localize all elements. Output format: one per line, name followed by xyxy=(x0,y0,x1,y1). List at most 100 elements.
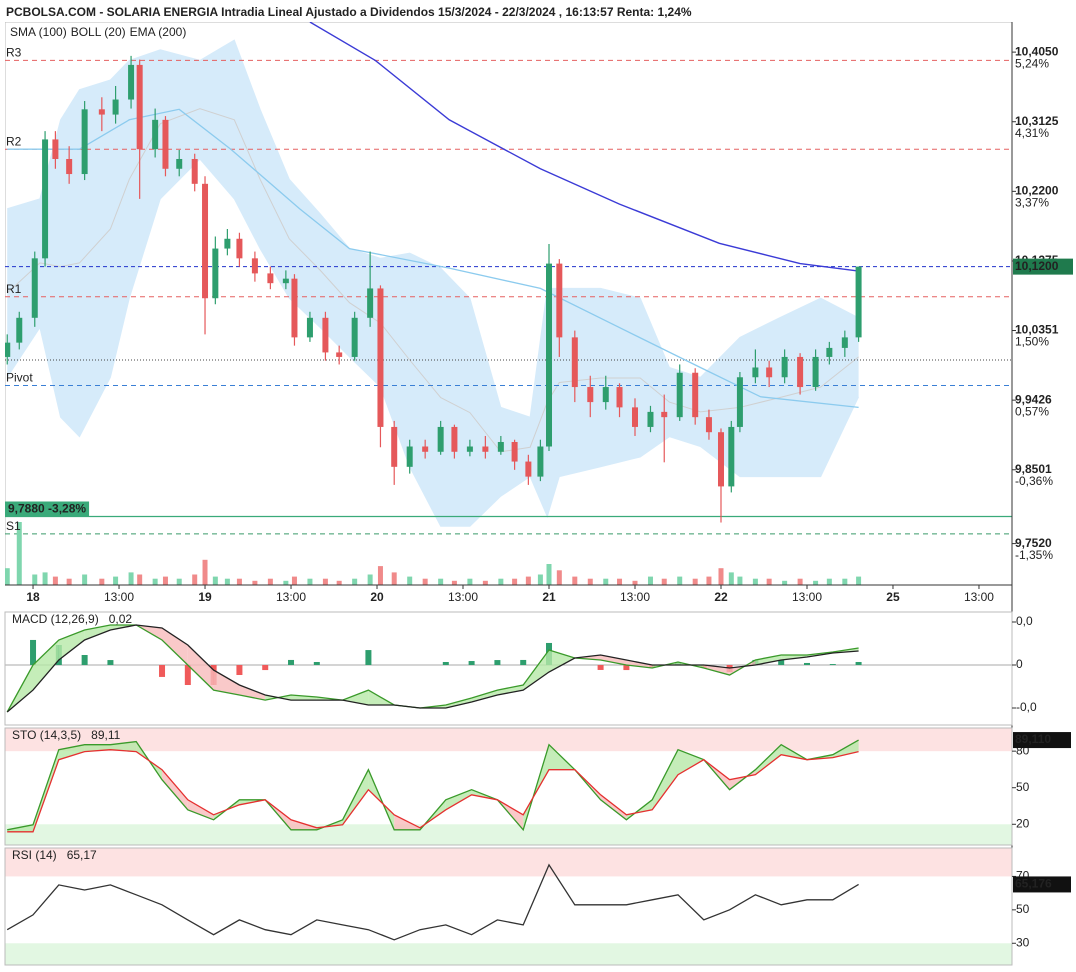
volume-bar xyxy=(603,578,609,585)
volume-bar xyxy=(212,576,218,585)
panel-title: STO (14,3,5) xyxy=(12,728,81,742)
volume-bar xyxy=(482,580,488,585)
histogram-bar xyxy=(184,665,191,686)
histogram-bar xyxy=(313,661,320,666)
candle-body xyxy=(602,387,609,403)
pct-tick-label: 4,31% xyxy=(1015,126,1049,140)
volume-bar xyxy=(537,574,543,585)
volume-bar xyxy=(192,574,198,585)
histogram-bar xyxy=(30,639,37,666)
volume-bar xyxy=(718,568,724,585)
candle-body xyxy=(66,158,73,175)
pct-tick-label: 0,57% xyxy=(1015,404,1049,418)
volume-bar xyxy=(467,578,473,585)
boll-band xyxy=(7,40,859,527)
candle-body xyxy=(482,446,489,452)
y-tick-label: 10,4050 xyxy=(1015,44,1059,58)
candle-body xyxy=(546,263,553,447)
volume-bar xyxy=(647,576,653,585)
candle-body xyxy=(406,446,413,467)
volume-bar xyxy=(422,578,428,585)
pct-tick-label: 1,50% xyxy=(1015,335,1049,349)
histogram-bar xyxy=(803,662,810,666)
volume-bar xyxy=(283,580,289,585)
candle-body xyxy=(855,266,862,338)
histogram-bar xyxy=(494,660,501,666)
cross-fill xyxy=(678,749,704,775)
x-tick-label: 21 xyxy=(542,590,556,604)
candle-body xyxy=(692,372,699,418)
pivot-label: R3 xyxy=(6,46,22,60)
candle-body xyxy=(451,426,458,452)
candle-body xyxy=(212,248,219,299)
marker-label: 9,7880 -3,28% xyxy=(8,502,86,516)
volume-bar xyxy=(546,564,552,585)
y-tick-label: 0,0 xyxy=(1016,614,1033,628)
candle-body xyxy=(236,238,243,259)
histogram-bar xyxy=(778,660,785,666)
cross-fill xyxy=(600,794,627,820)
histogram-bar xyxy=(365,650,372,666)
volume-bar xyxy=(782,580,788,585)
volume-bar xyxy=(137,574,143,585)
legend-entry: SMA (100) xyxy=(10,25,67,39)
y-tick-label: 50 xyxy=(1016,902,1030,916)
candle-body xyxy=(497,441,504,452)
volume-bar xyxy=(367,574,373,585)
candle-body xyxy=(466,446,473,452)
y-tick-label: 30 xyxy=(1016,935,1030,949)
panel-frame xyxy=(4,611,1013,726)
candle-body xyxy=(136,64,143,150)
volume-bar xyxy=(826,578,832,585)
cross-fill xyxy=(239,685,266,701)
marker-box xyxy=(5,501,90,517)
x-tick-label: 13:00 xyxy=(448,590,478,604)
volume-bar xyxy=(377,566,383,585)
y-tick-label: 10,0351 xyxy=(1015,323,1059,337)
x-tick-label: 22 xyxy=(714,590,728,604)
zone xyxy=(5,848,1012,877)
volume-bar xyxy=(728,572,734,585)
volume-bar xyxy=(336,580,342,585)
candle-body xyxy=(251,258,258,274)
cross-fill xyxy=(291,695,317,701)
x-tick-label: 13:00 xyxy=(104,590,134,604)
panel-reading: 0,02 xyxy=(109,612,133,626)
volume-bar xyxy=(66,578,72,585)
volume-bar xyxy=(813,580,819,585)
volume-bar xyxy=(52,576,58,585)
cross-fill xyxy=(33,640,59,691)
volume-bar xyxy=(42,572,48,585)
cross-fill xyxy=(497,685,524,695)
volume-bar xyxy=(5,568,10,585)
indicator-line xyxy=(6,624,859,713)
candle-body xyxy=(525,461,532,477)
candle-body xyxy=(202,183,209,299)
volume-bar xyxy=(291,576,297,585)
macd-plot xyxy=(5,624,1012,713)
candle-body xyxy=(736,377,743,427)
pivot-label: R2 xyxy=(6,134,22,148)
volume-bar xyxy=(797,578,803,585)
last-price-box xyxy=(1013,258,1073,275)
candle-body xyxy=(377,288,384,427)
pct-tick-label: -1,35% xyxy=(1015,548,1053,562)
volume-bar xyxy=(162,576,168,585)
stochastic-plot xyxy=(5,728,1012,845)
volume-bar xyxy=(82,574,88,585)
panel-title: RSI (14) xyxy=(12,848,57,862)
candle-body xyxy=(812,356,819,388)
candle-body xyxy=(98,109,105,115)
panel-reading: 65,17 xyxy=(67,848,97,862)
candle-body xyxy=(128,64,135,100)
histogram-bar xyxy=(442,661,449,666)
histogram-bar xyxy=(623,665,630,671)
volume-bar xyxy=(224,578,230,585)
cross-fill xyxy=(187,799,214,820)
volume-bar xyxy=(267,578,273,585)
candle-body xyxy=(556,263,563,338)
y-tick-label: -0,0 xyxy=(1016,700,1037,714)
histogram-bar xyxy=(236,665,243,676)
